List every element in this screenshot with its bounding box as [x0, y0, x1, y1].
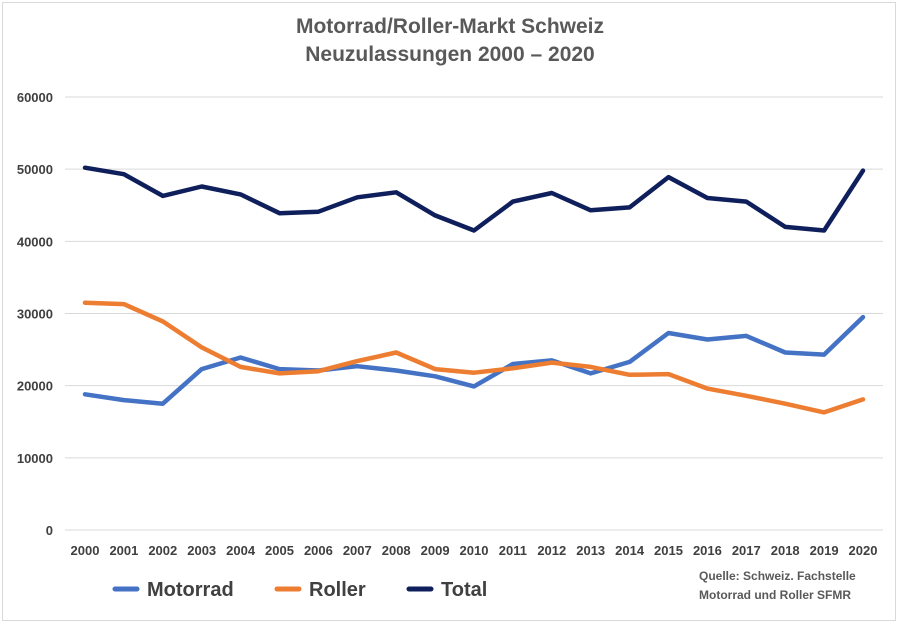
x-tick-label: 2018: [771, 543, 800, 558]
y-tick-label: 60000: [17, 90, 53, 105]
legend-label-roller: Roller: [309, 579, 366, 601]
legend-label-total: Total: [441, 579, 487, 601]
series-lines: [82, 165, 866, 415]
x-tick-label: 2000: [71, 543, 100, 558]
gridlines: [65, 96, 883, 531]
legend: Motorrad Roller Total: [112, 579, 487, 601]
x-tick-label: 2006: [304, 543, 333, 558]
x-tick-label: 2019: [810, 543, 839, 558]
y-tick-label: 10000: [17, 451, 53, 466]
x-tick-label: 2004: [226, 543, 256, 558]
source-line-1: Quelle: Schweiz. Fachstelle: [699, 569, 856, 583]
x-tick-label: 2003: [187, 543, 216, 558]
x-tick-label: 2017: [732, 543, 761, 558]
chart-subtitle: Neuzulassungen 2000 – 2020: [305, 43, 594, 66]
x-tick-label: 2011: [499, 543, 527, 558]
series-line-roller: [82, 300, 866, 415]
x-tick-label: 2014: [615, 543, 645, 558]
y-tick-label: 40000: [17, 234, 53, 249]
y-tick-label: 30000: [17, 307, 53, 322]
series-line-motorrad: [82, 314, 866, 406]
x-tick-label: 2007: [343, 543, 372, 558]
source-line-2: Motorrad und Roller SFMR: [699, 588, 851, 602]
y-tick-label: 0: [46, 523, 53, 538]
y-tick-label: 20000: [17, 379, 53, 394]
x-tick-label: 2013: [576, 543, 605, 558]
x-axis-ticks: 2000 2001 2002 2003 2004 2005 2006 2007 2008 2009…: [71, 543, 878, 558]
series-line-total: [82, 165, 866, 233]
x-tick-label: 2005: [265, 543, 294, 558]
x-tick-label: 2015: [654, 543, 683, 558]
line-chart: Motorrad/Roller-Markt Schweiz Neuzulassu…: [17, 15, 883, 602]
x-tick-label: 2002: [148, 543, 177, 558]
y-axis-ticks: 0 10000 20000 30000 40000 50000 60000: [17, 90, 53, 538]
x-tick-label: 2012: [537, 543, 566, 558]
x-tick-label: 2009: [421, 543, 450, 558]
x-tick-label: 2001: [109, 543, 138, 558]
x-tick-label: 2020: [849, 543, 878, 558]
legend-label-motorrad: Motorrad: [147, 579, 234, 601]
x-tick-label: 2010: [460, 543, 489, 558]
x-tick-label: 2016: [693, 543, 722, 558]
x-tick-label: 2008: [382, 543, 411, 558]
chart-title: Motorrad/Roller-Markt Schweiz: [296, 15, 604, 38]
y-tick-label: 50000: [17, 162, 53, 177]
